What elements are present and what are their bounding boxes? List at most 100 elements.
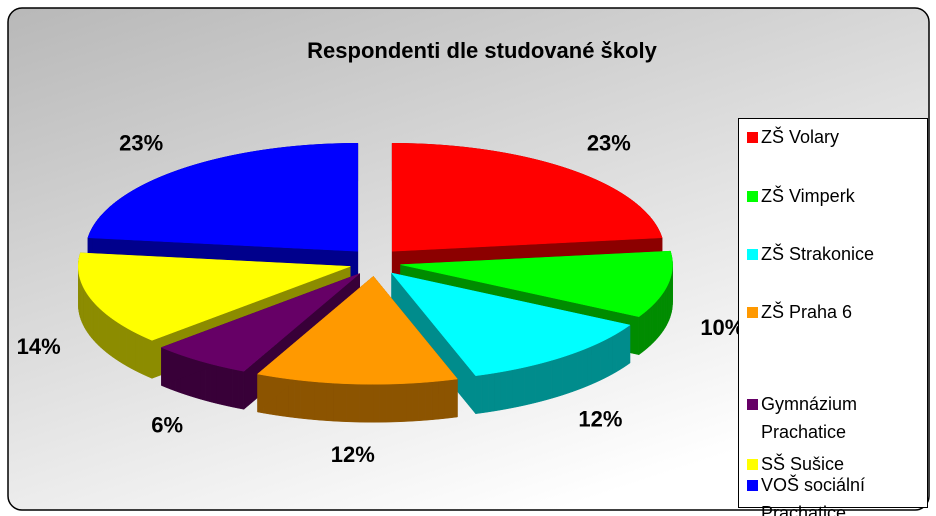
legend-item: SŠ Sušice (747, 450, 921, 478)
slice-side (93, 301, 97, 344)
slice-side (599, 339, 605, 381)
legend-swatch (747, 480, 758, 491)
slice-side (379, 383, 387, 423)
slice-side (572, 351, 578, 393)
slice-side (221, 366, 228, 407)
slice-side (657, 296, 660, 339)
legend-label: ZŠ Volary (761, 127, 840, 147)
slice-side (226, 367, 233, 408)
slice-side (425, 381, 433, 421)
slice-side (644, 309, 649, 351)
slice-side (126, 327, 132, 369)
slice-side (659, 294, 662, 337)
slice-side (98, 306, 102, 349)
slice-side (385, 383, 393, 423)
slice-side (319, 381, 327, 421)
slice-side (612, 333, 617, 375)
legend-item: ZŠ Vimperk (747, 182, 921, 210)
slice-side (147, 338, 153, 379)
slice-side (365, 383, 374, 423)
slice-side (91, 299, 94, 341)
legend-label: ZŠ Praha 6 (761, 302, 853, 322)
data-label: 6% (151, 413, 183, 438)
slice-top (87, 143, 359, 252)
data-label: 23% (587, 130, 631, 155)
slice-side (481, 373, 489, 414)
slice-side (103, 311, 107, 353)
slice-side (115, 320, 120, 363)
pie-slice (256, 275, 458, 423)
legend-label: VOŠ sociální Prachatice (761, 475, 866, 516)
slice-side (626, 324, 631, 366)
legend-label: SŠ Sušice (761, 454, 845, 474)
slice-side (130, 329, 136, 371)
slice-side (142, 336, 148, 377)
slice-side (215, 364, 222, 405)
slice-side (529, 364, 536, 405)
slice-side (134, 331, 140, 373)
slice-side (591, 343, 597, 385)
slice-side (562, 355, 568, 396)
slice-side (650, 304, 654, 346)
slice-side (89, 296, 92, 339)
slice-side (431, 380, 439, 421)
data-label: 12% (578, 406, 622, 431)
slice-side (506, 369, 513, 410)
slice-side (577, 349, 583, 391)
slice-side (313, 381, 321, 421)
slice-side (392, 383, 400, 423)
slice-side (517, 367, 525, 407)
slice-side (109, 316, 114, 358)
slice-side (352, 383, 360, 423)
slice-side (326, 382, 334, 422)
data-label: 14% (17, 334, 61, 359)
slice-side (655, 299, 658, 342)
slice-side (106, 313, 110, 356)
slice-top (78, 252, 351, 341)
slice-side (398, 383, 407, 423)
slice-side (119, 323, 124, 365)
slice-side (210, 363, 217, 404)
slice-side (346, 383, 354, 423)
slice-side (339, 383, 347, 423)
legend-label: ZŠ Vimperk (761, 186, 855, 206)
slice-side (333, 382, 341, 422)
slice-side (540, 361, 547, 402)
slice-side (581, 347, 588, 389)
slice-side (487, 372, 495, 413)
slice-side (450, 378, 458, 419)
slice-top (400, 250, 673, 317)
slice-side (294, 379, 302, 419)
slice-side (87, 293, 90, 337)
slice-side (608, 335, 613, 377)
slice-side (567, 353, 573, 394)
slice-side (500, 370, 507, 411)
slice-side (138, 333, 144, 375)
slice-side (523, 365, 531, 406)
slice-top (256, 275, 458, 385)
slice-side (359, 383, 367, 423)
slice-side (405, 382, 413, 422)
legend-swatch (747, 459, 758, 470)
slice-top (391, 143, 663, 252)
slice-side (418, 382, 426, 422)
slice-side (638, 313, 643, 356)
legend-label: Gymnázium Prachatice (761, 394, 858, 442)
slice-side (623, 326, 627, 369)
slice-side (652, 301, 656, 344)
slice-side (556, 356, 563, 398)
slice-side (512, 368, 519, 409)
pie (78, 143, 673, 423)
legend-item: ZŠ Praha 6 (747, 298, 921, 326)
slice-side (475, 374, 483, 415)
legend-swatch (747, 249, 758, 260)
slice-top (160, 273, 360, 372)
slice-side (586, 345, 592, 387)
slice-side (551, 358, 558, 399)
slice-side (661, 291, 664, 334)
data-label: 12% (331, 442, 375, 467)
legend-label: ZŠ Strakonice (761, 244, 875, 264)
chart-title: Respondenti dle studované školy (307, 38, 657, 63)
